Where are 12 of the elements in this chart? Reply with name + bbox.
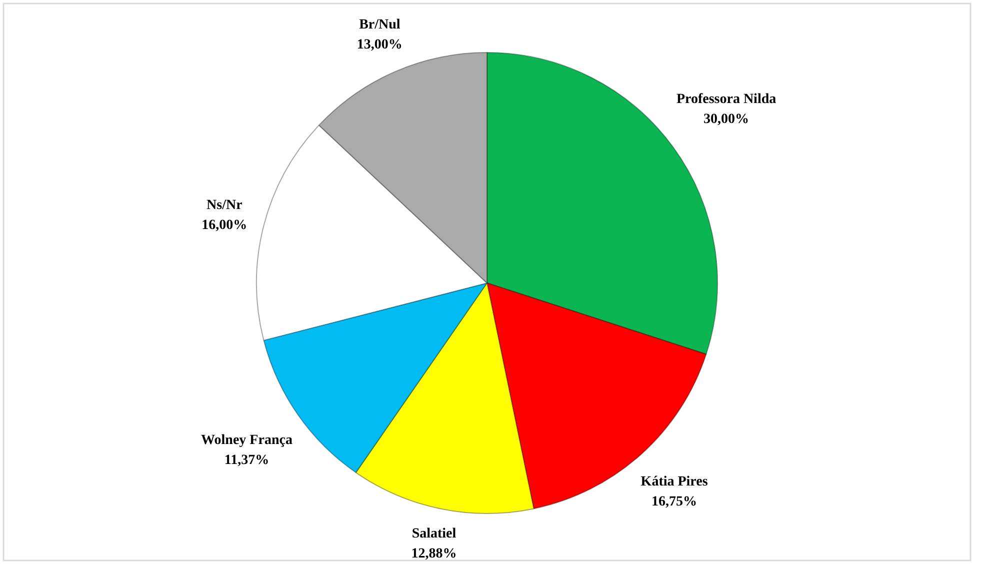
slice-label: Professora Nilda xyxy=(676,92,776,107)
slice-label: Kátia Pires xyxy=(640,474,708,490)
slice-label: Wolney França xyxy=(201,433,292,448)
slice-label: Ns/Nr xyxy=(206,198,242,214)
data-label: 12,88% xyxy=(411,546,457,562)
slice-label: Salatiel xyxy=(412,526,456,542)
data-label: 13,00% xyxy=(356,38,402,53)
data-label: 11,37% xyxy=(224,453,270,468)
data-label: 16,00% xyxy=(202,218,248,234)
data-label: 16,75% xyxy=(652,494,698,510)
slice-label: Br/Nul xyxy=(359,18,400,33)
data-label: 30,00% xyxy=(704,112,750,127)
